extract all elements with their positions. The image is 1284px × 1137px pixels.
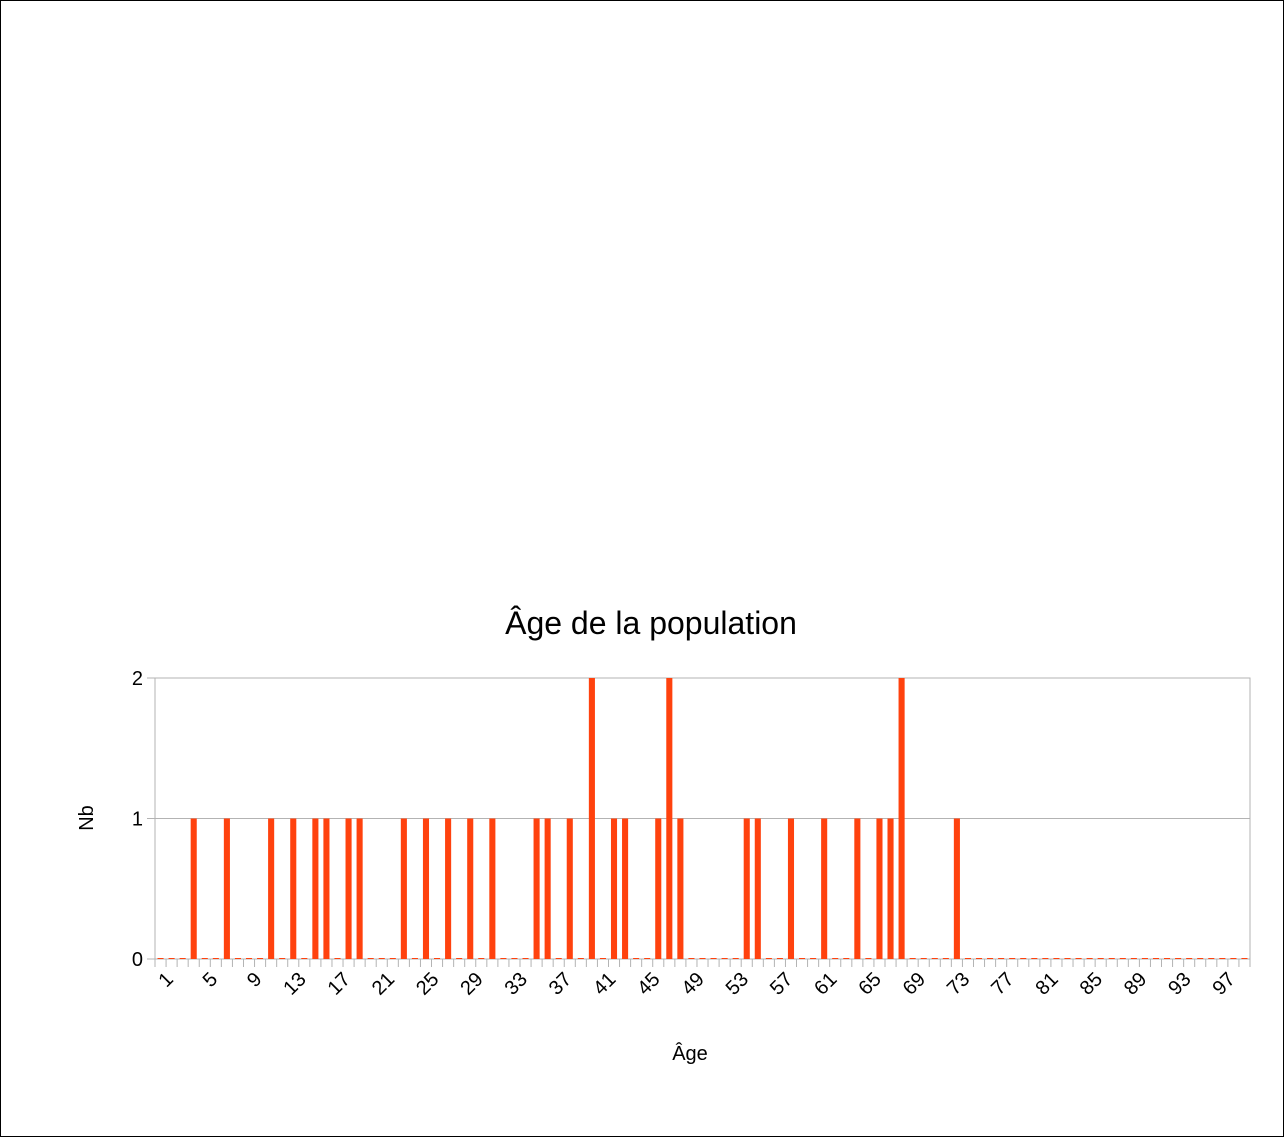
bar-age-38 bbox=[566, 818, 573, 959]
x-tick-label-69: 69 bbox=[899, 968, 930, 999]
x-tick-label-37: 37 bbox=[545, 968, 576, 999]
bar-age-68 bbox=[898, 678, 905, 959]
y-axis-label: Nb bbox=[76, 805, 98, 831]
bar-age-42 bbox=[610, 818, 618, 959]
bar-age-43 bbox=[622, 818, 629, 959]
x-tick-label-61: 61 bbox=[810, 968, 841, 999]
bar-age-11 bbox=[268, 818, 275, 959]
x-tick-label-73: 73 bbox=[943, 968, 974, 999]
x-tick-label-77: 77 bbox=[987, 968, 1018, 999]
bar-age-4 bbox=[190, 818, 197, 959]
x-tick-label-41: 41 bbox=[589, 968, 620, 999]
bar-age-40 bbox=[588, 678, 595, 959]
y-tick-label-2: 2 bbox=[132, 668, 143, 690]
x-tick-label-1: 1 bbox=[154, 968, 177, 991]
bar-age-15 bbox=[312, 818, 319, 959]
bar-age-48 bbox=[677, 818, 684, 959]
bar-age-73 bbox=[953, 818, 960, 959]
x-tick-label-97: 97 bbox=[1208, 968, 1239, 999]
x-tick-label-9: 9 bbox=[243, 968, 266, 991]
x-tick-label-13: 13 bbox=[279, 968, 310, 999]
x-tick-label-65: 65 bbox=[855, 968, 886, 999]
y-tick-labels: 0 1 2 bbox=[132, 668, 143, 971]
gridlines bbox=[154, 677, 1251, 960]
bar-age-18 bbox=[345, 818, 352, 959]
axes bbox=[147, 677, 1251, 967]
bar-age-58 bbox=[787, 818, 795, 959]
y-tick-label-1: 1 bbox=[132, 809, 143, 831]
bar-age-54 bbox=[743, 818, 750, 959]
x-tick-label-21: 21 bbox=[368, 968, 399, 999]
bar-age-7 bbox=[223, 818, 230, 959]
x-tick-label-45: 45 bbox=[633, 968, 664, 999]
x-tick-label-49: 49 bbox=[678, 968, 709, 999]
x-tick-labels: 1 5 9 13 17 21 25 29 33 37 41 45 49 53 57 61 65 69 73 77 81 8… bbox=[154, 968, 1239, 999]
bar-age-46 bbox=[655, 818, 662, 959]
x-tick-label-81: 81 bbox=[1031, 968, 1062, 999]
y-tick-label-0: 0 bbox=[132, 949, 143, 971]
x-tick-label-85: 85 bbox=[1076, 968, 1107, 999]
x-tick-label-5: 5 bbox=[199, 968, 222, 991]
bar-age-35 bbox=[533, 818, 540, 959]
bar-age-25 bbox=[422, 818, 430, 959]
bar-age-55 bbox=[754, 818, 761, 959]
bar-age-66 bbox=[876, 818, 883, 959]
chart-title: Âge de la population bbox=[505, 605, 797, 641]
bar-age-16 bbox=[323, 818, 330, 959]
bar-age-31 bbox=[489, 818, 496, 959]
x-tick-label-25: 25 bbox=[412, 968, 443, 999]
x-tick-label-89: 89 bbox=[1120, 968, 1151, 999]
x-tick-label-33: 33 bbox=[501, 968, 532, 999]
bar-age-29 bbox=[467, 818, 474, 959]
x-tick-label-57: 57 bbox=[766, 968, 797, 999]
x-tick-label-29: 29 bbox=[456, 968, 487, 999]
bar-age-67 bbox=[887, 818, 894, 959]
x-tick-label-53: 53 bbox=[722, 968, 753, 999]
x-tick-label-93: 93 bbox=[1164, 968, 1195, 999]
x-tick-label-17: 17 bbox=[324, 968, 355, 999]
bar-age-47 bbox=[666, 678, 673, 959]
bar-age-27 bbox=[445, 818, 452, 959]
bar-age-23 bbox=[400, 818, 407, 959]
bar-age-61 bbox=[821, 818, 828, 959]
bar-age-19 bbox=[356, 818, 363, 959]
bar-age-64 bbox=[854, 818, 861, 959]
x-axis-label: Âge bbox=[672, 1042, 708, 1065]
bar-age-36 bbox=[544, 818, 551, 959]
bars bbox=[157, 678, 1248, 959]
bar-age-13 bbox=[290, 818, 297, 959]
